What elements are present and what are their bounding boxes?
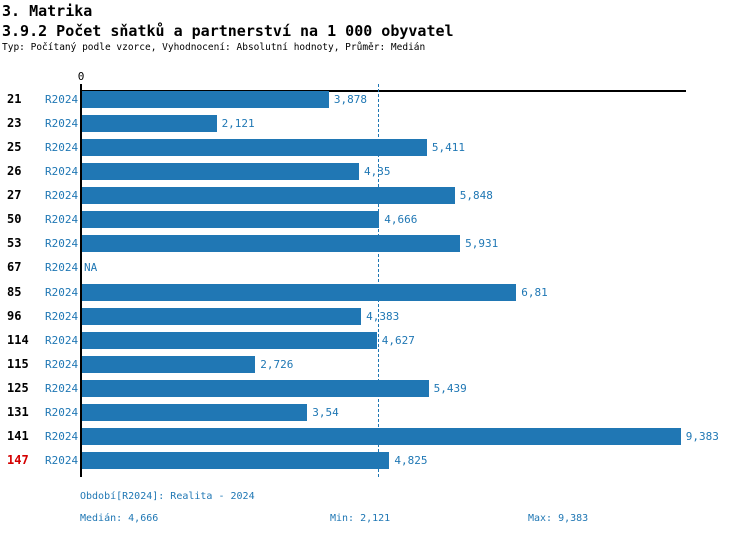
value-bar — [82, 331, 377, 349]
page-title: 3. Matrika — [2, 2, 93, 20]
bar-value-label: 4,383 — [366, 309, 400, 323]
legend-period-label: Období[R2024]: Realita - 2024 — [80, 491, 255, 502]
bar-value-label: 5,411 — [431, 141, 465, 155]
row-category-label: 115 — [7, 356, 29, 371]
chart-row: 25 R2024 5,411 — [0, 139, 750, 157]
bar-value-label: 4,35 — [364, 165, 391, 179]
chart-row: 141 R2024 9,383 — [0, 427, 750, 445]
x-axis-zero-tick-label: 0 — [77, 70, 85, 83]
chart-row: 53 R2024 5,931 — [0, 235, 750, 253]
chart-row: 21 R2024 3,878 — [0, 91, 750, 108]
value-bar — [82, 163, 359, 181]
row-category-label: 147 — [7, 453, 29, 468]
median-reference-line — [378, 84, 380, 477]
value-bar — [82, 115, 217, 133]
chart-row: 27 R2024 5,848 — [0, 187, 750, 205]
chart-row: 96 R2024 4,383 — [0, 307, 750, 325]
bar-value-label: 4,825 — [394, 454, 428, 468]
row-series-label: R2024 — [45, 405, 79, 419]
bar-value-label: 4,666 — [384, 213, 418, 227]
chart-meta-line: Typ: Počítaný podle vzorce, Vyhodnocení:… — [2, 42, 426, 53]
row-category-label: 125 — [7, 380, 29, 395]
row-na-label: NA — [84, 261, 98, 275]
row-category-label: 26 — [7, 164, 22, 179]
value-bar — [82, 403, 307, 421]
row-series-label: R2024 — [45, 285, 79, 299]
row-category-label: 21 — [7, 92, 22, 106]
bar-value-label: 5,848 — [459, 189, 493, 203]
value-bar — [82, 139, 427, 157]
row-category-label: 50 — [7, 212, 22, 227]
row-series-label: R2024 — [45, 357, 79, 371]
row-series-label: R2024 — [45, 454, 79, 468]
row-series-label: R2024 — [45, 189, 79, 203]
row-category-label: 131 — [7, 404, 29, 419]
chart-row: 26 R2024 4,35 — [0, 163, 750, 181]
row-series-label: R2024 — [45, 381, 79, 395]
chart-row: 147 R2024 4,825 — [0, 452, 750, 470]
row-category-label: 85 — [7, 284, 22, 299]
row-category-label: 141 — [7, 428, 29, 443]
row-series-label: R2024 — [45, 333, 79, 347]
bar-value-label: 4,627 — [381, 333, 415, 347]
row-series-label: R2024 — [45, 165, 79, 179]
row-series-label: R2024 — [45, 93, 79, 106]
bar-value-label: 2,121 — [221, 117, 255, 131]
row-series-label: R2024 — [45, 141, 79, 155]
bar-value-label: 5,931 — [465, 237, 499, 251]
row-category-label: 67 — [7, 260, 22, 275]
y-axis-line — [80, 84, 82, 477]
row-series-label: R2024 — [45, 309, 79, 323]
row-series-label: R2024 — [45, 117, 79, 131]
value-bar — [82, 187, 455, 205]
value-bar — [82, 91, 329, 108]
row-series-label: R2024 — [45, 237, 79, 251]
row-category-label: 96 — [7, 308, 22, 323]
chart-row: 114 R2024 4,627 — [0, 331, 750, 349]
row-category-label: 53 — [7, 236, 22, 251]
row-series-label: R2024 — [45, 213, 79, 227]
legend-min-value: Min: 2,121 — [330, 513, 391, 524]
bar-value-label: 9,383 — [685, 429, 719, 443]
row-category-label: 27 — [7, 188, 22, 203]
legend-median-value: Medián: 4,666 — [80, 513, 159, 524]
value-bar — [82, 379, 429, 397]
chart-title: 3.9.2 Počet sňatků a partnerství na 1 00… — [2, 22, 454, 40]
x-axis-top-line — [80, 90, 686, 92]
value-bar — [82, 235, 460, 253]
value-bar — [82, 307, 361, 325]
chart-row: 67 R2024 NA — [0, 259, 750, 276]
bar-value-label: 3,878 — [333, 93, 367, 106]
legend-max-value: Max: 9,383 — [528, 513, 589, 524]
chart-row: 125 R2024 5,439 — [0, 379, 750, 397]
chart-row: 115 R2024 2,726 — [0, 355, 750, 373]
row-series-label: R2024 — [45, 261, 79, 275]
value-bar — [82, 355, 255, 373]
chart-row: 85 R2024 6,81 — [0, 283, 750, 301]
bar-value-label: 6,81 — [521, 285, 548, 299]
chart-row: 131 R2024 3,54 — [0, 403, 750, 421]
bar-value-label: 3,54 — [312, 405, 339, 419]
value-bar — [82, 452, 389, 470]
row-category-label: 23 — [7, 116, 22, 131]
row-category-label: 25 — [7, 140, 22, 155]
value-bar — [82, 283, 516, 301]
bar-value-label: 2,726 — [260, 357, 294, 371]
bar-value-label: 5,439 — [433, 381, 467, 395]
value-bar — [82, 211, 379, 229]
chart-row: 50 R2024 4,666 — [0, 211, 750, 229]
row-category-label: 114 — [7, 332, 29, 347]
chart-row: 23 R2024 2,121 — [0, 115, 750, 133]
value-bar — [82, 427, 681, 445]
row-series-label: R2024 — [45, 429, 79, 443]
